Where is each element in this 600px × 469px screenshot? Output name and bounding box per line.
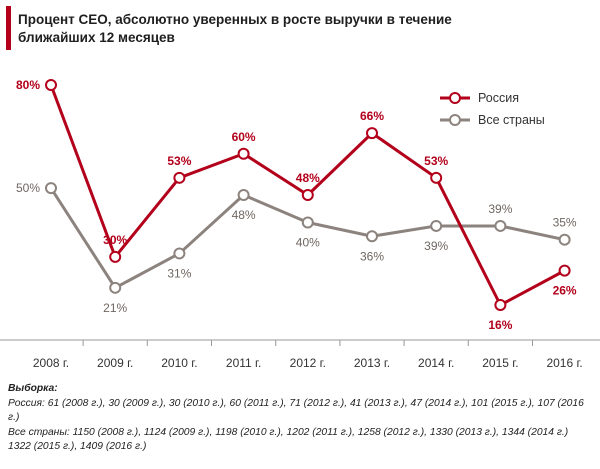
- data-point: [237, 147, 250, 160]
- notes-russia: Россия: 61 (2008 г.), 30 (2009 г.), 30 (…: [8, 397, 584, 424]
- data-label: 53%: [167, 154, 191, 168]
- data-point: [558, 233, 571, 246]
- data-label: 39%: [488, 202, 512, 216]
- data-point: [558, 264, 571, 277]
- data-point: [173, 171, 186, 184]
- data-point: [494, 219, 507, 232]
- legend: Россия Все страны: [440, 91, 545, 127]
- data-point: [45, 182, 57, 195]
- x-tick-label: 2009 г.: [97, 356, 133, 370]
- data-point: [366, 127, 378, 140]
- x-tick-label: 2016 г.: [546, 356, 582, 370]
- x-tick-label: 2014 г.: [418, 356, 454, 370]
- data-point: [109, 281, 122, 294]
- legend-label: Россия: [478, 91, 519, 105]
- data-label: 26%: [553, 284, 577, 298]
- x-tick-label: 2008 г.: [33, 356, 69, 370]
- data-label: 39%: [424, 239, 448, 253]
- legend-label: Все страны: [478, 113, 545, 127]
- data-label: 36%: [360, 249, 384, 263]
- x-tick-label: 2010 г.: [161, 356, 197, 370]
- data-point: [109, 250, 122, 263]
- data-label: 35%: [553, 216, 577, 230]
- data-label: 66%: [360, 109, 384, 123]
- data-label: 50%: [16, 181, 40, 195]
- data-point: [173, 247, 186, 260]
- data-label: 21%: [103, 301, 127, 315]
- legend-marker: [449, 92, 461, 104]
- data-label: 48%: [232, 208, 256, 222]
- data-point: [366, 230, 378, 243]
- chart-title-line-1: Процент CEO, абсолютно уверенных в росте…: [18, 12, 452, 27]
- data-label: 80%: [16, 78, 40, 92]
- x-tick-label: 2015 г.: [482, 356, 518, 370]
- data-point: [237, 189, 250, 201]
- data-points: [45, 79, 571, 311]
- data-point: [45, 79, 57, 91]
- line-chart: Процент CEO, абсолютно уверенных в росте…: [0, 6, 600, 370]
- legend-marker: [449, 114, 461, 126]
- data-point: [430, 219, 443, 232]
- notes-all-countries: Все страны: 1150 (2008 г.), 1124 (2009 г…: [8, 426, 569, 453]
- data-label: 60%: [232, 130, 256, 144]
- x-axis-ticks: 2008 г. 2009 г. 2010 г. 2011 г. 2012 г. 2013 …: [33, 340, 583, 370]
- data-label: 53%: [424, 154, 448, 168]
- data-point: [301, 189, 314, 201]
- x-tick-label: 2012 г.: [290, 356, 326, 370]
- title-accent-bar: [6, 6, 11, 50]
- data-label: 40%: [296, 236, 320, 250]
- data-labels: 80% 30% 53% 60% 48% 66% 53% 16% 26% 50% 21% 31% 48% 4…: [16, 78, 577, 332]
- chart-title-line-2: ближайших 12 месяцев: [18, 30, 175, 45]
- x-tick-label: 2013 г.: [354, 356, 390, 370]
- data-label: 16%: [488, 318, 512, 332]
- data-point: [494, 299, 507, 311]
- x-tick-label: 2011 г.: [226, 356, 261, 370]
- data-label: 48%: [296, 171, 320, 185]
- notes-heading: Выборка:: [8, 383, 58, 394]
- data-point: [301, 216, 314, 229]
- data-label: 31%: [167, 266, 191, 280]
- data-point: [430, 171, 443, 184]
- data-label: 30%: [103, 233, 127, 247]
- sample-notes: Выборка: Россия: 61 (2008 г.), 30 (2009 …: [8, 382, 593, 455]
